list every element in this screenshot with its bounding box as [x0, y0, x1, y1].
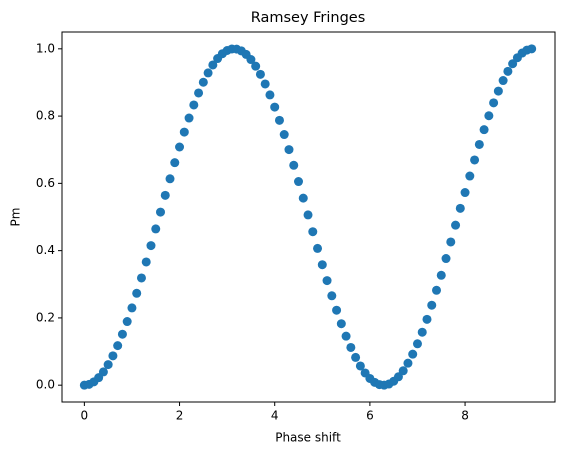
point: [432, 285, 442, 295]
point: [332, 305, 342, 315]
point: [284, 145, 294, 155]
point: [303, 210, 313, 220]
point: [493, 86, 503, 96]
point: [255, 69, 265, 79]
point: [98, 367, 108, 377]
point: [136, 273, 146, 283]
point: [141, 257, 151, 267]
point: [122, 317, 132, 327]
point: [184, 113, 194, 123]
y-tick-label: 0.4: [36, 243, 55, 257]
point: [398, 366, 408, 376]
point: [489, 98, 499, 108]
point: [355, 361, 365, 371]
point: [508, 59, 518, 69]
point: [441, 254, 451, 264]
point: [265, 90, 275, 100]
point: [246, 55, 256, 65]
point: [198, 77, 208, 87]
point: [436, 270, 446, 280]
y-axis-label: Pm: [9, 208, 23, 227]
point: [474, 139, 484, 149]
point: [393, 372, 403, 382]
x-tick-label: 2: [176, 409, 184, 423]
point: [341, 331, 351, 341]
chart-title: Ramsey Fringes: [251, 10, 366, 26]
point: [289, 160, 299, 170]
point: [208, 60, 218, 70]
point: [422, 314, 432, 324]
x-tick-label: 0: [81, 409, 89, 423]
point: [103, 360, 113, 370]
x-tick-label: 6: [366, 409, 374, 423]
point: [179, 127, 189, 137]
y-tick-label: 1.0: [36, 41, 55, 55]
point: [308, 227, 318, 237]
point: [175, 142, 185, 152]
point: [132, 288, 142, 298]
point: [156, 207, 166, 217]
point: [113, 341, 123, 351]
point: [194, 88, 204, 98]
point: [427, 300, 437, 310]
point: [446, 237, 456, 247]
point: [403, 358, 413, 368]
point: [460, 188, 470, 198]
point: [146, 241, 156, 251]
point: [455, 203, 465, 213]
point: [270, 102, 280, 112]
y-tick-label: 0.0: [36, 378, 55, 392]
point: [346, 342, 356, 352]
y-tick-label: 0.8: [36, 109, 55, 123]
point: [470, 155, 480, 165]
point: [336, 319, 346, 329]
point: [274, 115, 284, 125]
point: [527, 44, 537, 54]
point: [412, 339, 422, 349]
point: [160, 190, 170, 200]
point: [251, 61, 261, 71]
point: [322, 276, 332, 286]
point: [117, 329, 127, 339]
point: [417, 327, 427, 337]
point: [484, 111, 494, 121]
point: [294, 177, 304, 187]
x-tick-label: 4: [271, 409, 279, 423]
point: [408, 349, 418, 359]
y-tick-label: 0.6: [36, 176, 55, 190]
point: [279, 130, 289, 140]
point: [451, 220, 461, 230]
y-tick-label: 0.2: [36, 310, 55, 324]
point: [351, 352, 361, 362]
point: [317, 260, 327, 270]
point: [313, 243, 323, 253]
point: [108, 351, 118, 361]
point: [260, 79, 270, 89]
point: [465, 171, 475, 181]
point: [327, 291, 337, 301]
point: [127, 303, 137, 313]
point: [170, 158, 180, 168]
point: [298, 193, 308, 203]
x-tick-label: 8: [461, 409, 469, 423]
point: [203, 68, 213, 78]
point: [479, 125, 489, 135]
point: [165, 174, 175, 184]
point: [151, 224, 161, 234]
point: [503, 66, 513, 76]
plot-frame: [61, 31, 556, 403]
point: [189, 100, 199, 110]
x-axis-label: Phase shift: [275, 431, 341, 445]
point: [498, 76, 508, 86]
